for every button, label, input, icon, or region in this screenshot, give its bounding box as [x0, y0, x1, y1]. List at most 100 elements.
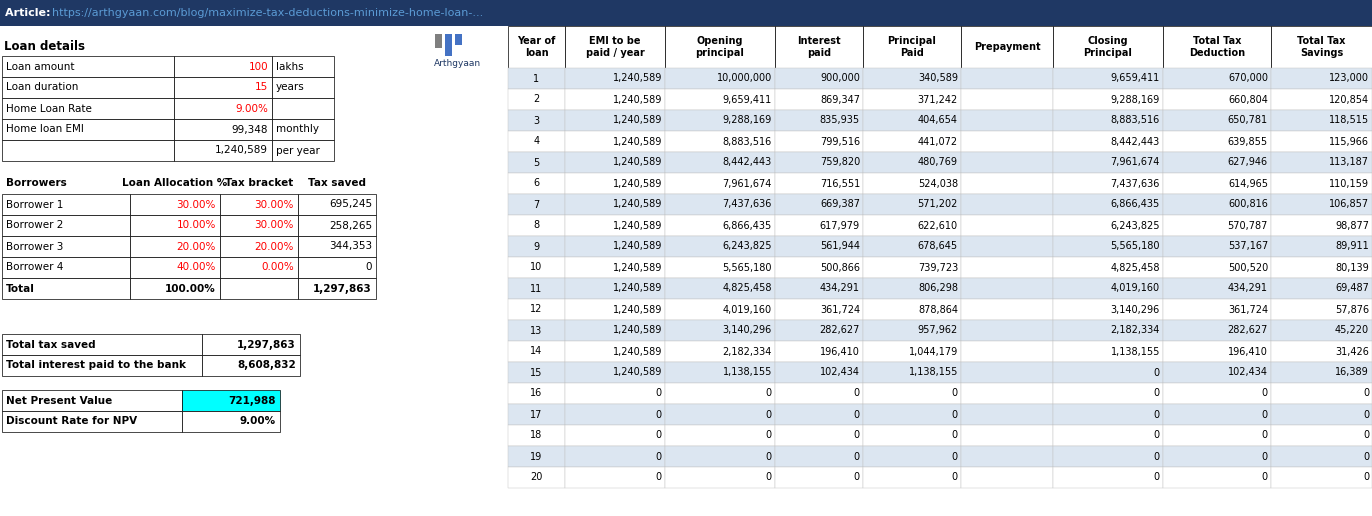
- Text: 0: 0: [952, 430, 958, 441]
- Text: 0: 0: [1262, 473, 1268, 482]
- Text: 0: 0: [1154, 430, 1159, 441]
- Bar: [220, 194, 298, 215]
- Text: Deduction: Deduction: [1190, 48, 1244, 58]
- Text: 1,240,589: 1,240,589: [613, 326, 663, 335]
- Text: 600,816: 600,816: [1228, 200, 1268, 209]
- Text: 9: 9: [534, 241, 539, 251]
- Text: loan: loan: [524, 48, 549, 58]
- Text: 10.00%: 10.00%: [177, 220, 215, 231]
- Bar: [435, 34, 442, 48]
- Text: 0: 0: [1262, 452, 1268, 461]
- Text: 361,724: 361,724: [1228, 304, 1268, 314]
- Bar: [665, 341, 775, 362]
- Text: 0: 0: [853, 389, 860, 398]
- Bar: [775, 215, 863, 236]
- Bar: [863, 383, 960, 404]
- Bar: [1270, 89, 1372, 110]
- Bar: [508, 110, 565, 131]
- Text: 115,966: 115,966: [1329, 137, 1369, 147]
- Text: 2,182,334: 2,182,334: [723, 347, 772, 357]
- Text: 835,935: 835,935: [820, 116, 860, 125]
- Text: 806,298: 806,298: [918, 283, 958, 294]
- Bar: [863, 131, 960, 152]
- Text: paid / year: paid / year: [586, 48, 645, 58]
- Text: Borrower 1: Borrower 1: [5, 200, 63, 209]
- Bar: [775, 152, 863, 173]
- Bar: [960, 341, 1052, 362]
- Bar: [508, 152, 565, 173]
- Bar: [174, 56, 272, 77]
- Bar: [202, 355, 300, 376]
- Text: 900,000: 900,000: [820, 73, 860, 84]
- Text: 8,883,516: 8,883,516: [723, 137, 772, 147]
- Text: 100: 100: [248, 61, 268, 72]
- Text: 537,167: 537,167: [1228, 241, 1268, 251]
- Bar: [665, 467, 775, 488]
- Bar: [665, 446, 775, 467]
- Text: 480,769: 480,769: [918, 157, 958, 168]
- Bar: [508, 89, 565, 110]
- Bar: [1052, 383, 1163, 404]
- Bar: [665, 194, 775, 215]
- Bar: [1052, 236, 1163, 257]
- Text: Home loan EMI: Home loan EMI: [5, 124, 84, 135]
- Text: Tax saved: Tax saved: [307, 179, 366, 188]
- Text: 14: 14: [531, 347, 542, 357]
- Text: 1,240,589: 1,240,589: [613, 200, 663, 209]
- Text: 1,240,589: 1,240,589: [613, 94, 663, 105]
- Text: 0: 0: [1262, 389, 1268, 398]
- Text: Discount Rate for NPV: Discount Rate for NPV: [5, 416, 137, 427]
- Bar: [775, 131, 863, 152]
- Bar: [565, 257, 665, 278]
- Text: 0: 0: [1362, 410, 1369, 420]
- Bar: [863, 173, 960, 194]
- Bar: [665, 257, 775, 278]
- Text: Loan Allocation %: Loan Allocation %: [122, 179, 228, 188]
- Bar: [508, 68, 565, 89]
- Bar: [1052, 362, 1163, 383]
- Text: principal: principal: [696, 48, 745, 58]
- Text: Interest: Interest: [797, 36, 841, 46]
- Text: Tax bracket: Tax bracket: [225, 179, 294, 188]
- Bar: [1270, 257, 1372, 278]
- Bar: [1270, 383, 1372, 404]
- Text: 799,516: 799,516: [820, 137, 860, 147]
- Bar: [775, 383, 863, 404]
- Bar: [863, 89, 960, 110]
- Text: 2: 2: [534, 94, 539, 105]
- Text: 1,240,589: 1,240,589: [613, 116, 663, 125]
- Bar: [1270, 173, 1372, 194]
- Bar: [775, 89, 863, 110]
- Text: 1,240,589: 1,240,589: [613, 137, 663, 147]
- Text: 282,627: 282,627: [1228, 326, 1268, 335]
- Bar: [1163, 467, 1270, 488]
- Text: Borrower 2: Borrower 2: [5, 220, 63, 231]
- Text: 113,187: 113,187: [1329, 157, 1369, 168]
- Bar: [456, 34, 462, 45]
- Bar: [1, 390, 182, 411]
- Bar: [1052, 215, 1163, 236]
- Text: 20.00%: 20.00%: [177, 241, 215, 251]
- Text: Arthgyaan: Arthgyaan: [434, 59, 482, 69]
- Bar: [1270, 152, 1372, 173]
- Bar: [665, 278, 775, 299]
- Text: 0: 0: [1154, 410, 1159, 420]
- Text: 3,140,296: 3,140,296: [1111, 304, 1159, 314]
- Bar: [775, 257, 863, 278]
- Text: 434,291: 434,291: [1228, 283, 1268, 294]
- Bar: [960, 404, 1052, 425]
- Bar: [508, 299, 565, 320]
- Text: 1,240,589: 1,240,589: [613, 304, 663, 314]
- Bar: [565, 89, 665, 110]
- Bar: [565, 467, 665, 488]
- Bar: [1163, 341, 1270, 362]
- Bar: [174, 140, 272, 161]
- Bar: [1, 334, 202, 355]
- Text: 7,961,674: 7,961,674: [1110, 157, 1159, 168]
- Bar: [1, 236, 130, 257]
- Text: 4: 4: [534, 137, 539, 147]
- Bar: [130, 278, 220, 299]
- Bar: [665, 152, 775, 173]
- Text: 716,551: 716,551: [819, 179, 860, 188]
- Text: Home Loan Rate: Home Loan Rate: [5, 104, 92, 114]
